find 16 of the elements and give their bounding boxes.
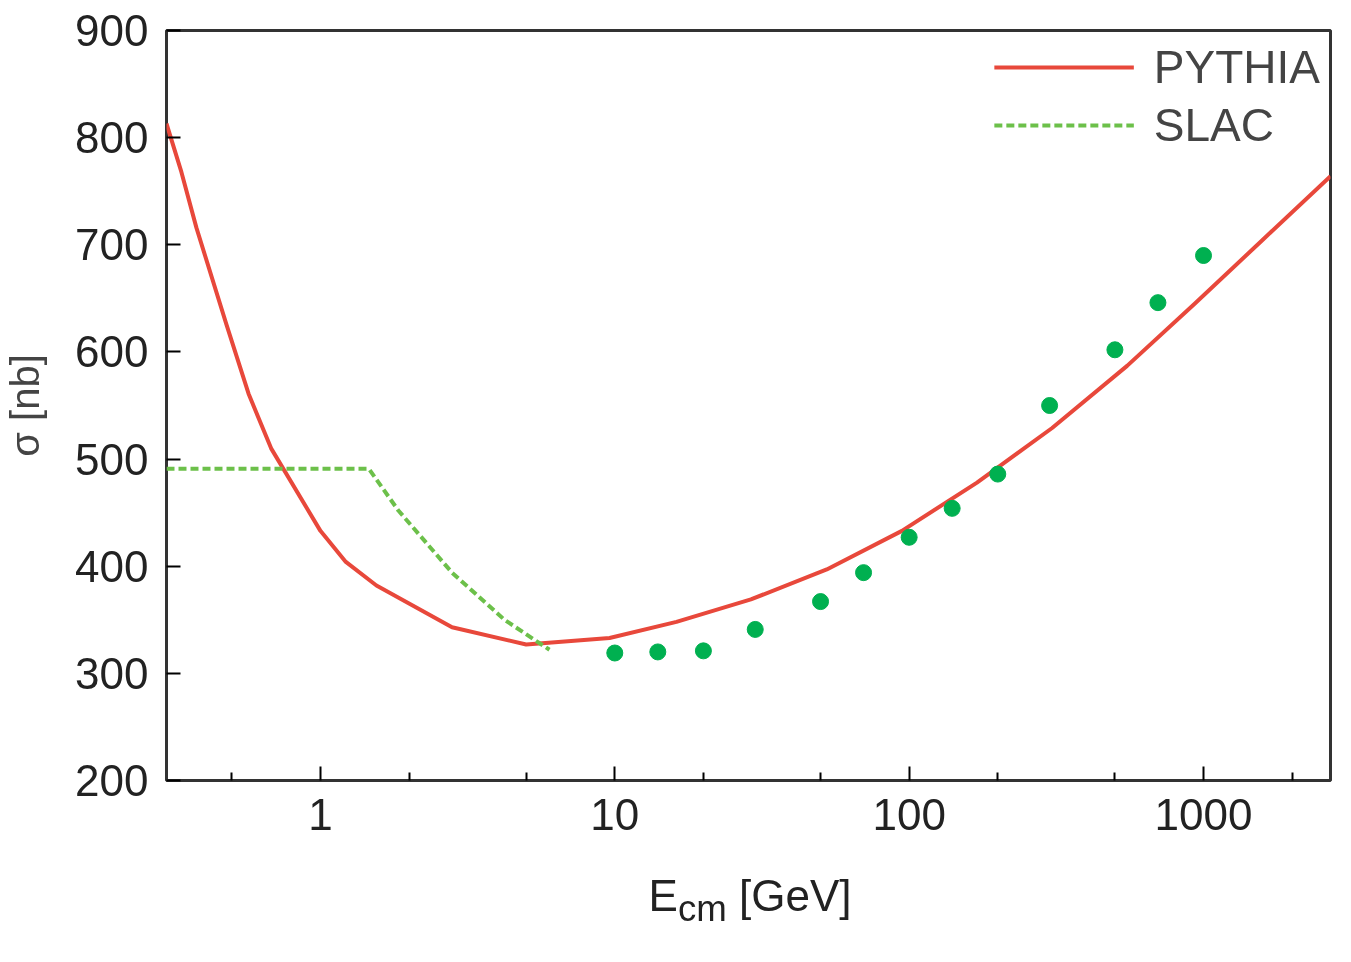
x-tick-label: 1000 (1154, 789, 1253, 839)
y-tick-label: 500 (75, 434, 149, 484)
y-tick-label: 900 (75, 6, 149, 55)
x-axis-title: E$_{cm}$ [GeV] (648, 870, 852, 931)
x-tick-label: 1 (308, 789, 333, 839)
y-tick-label: 600 (75, 327, 149, 377)
y-tick-label: 700 (75, 220, 149, 270)
y-tick-label: 400 (75, 541, 149, 591)
legend-label: PYTHIA (1153, 40, 1320, 94)
x-tick-label: 10 (590, 789, 640, 839)
y-tick-label: 300 (75, 648, 149, 698)
y-tick-label: 800 (75, 113, 149, 163)
legend-label: SLAC (1153, 98, 1275, 152)
x-tick-label: 100 (872, 789, 946, 839)
y-tick-label: 200 (75, 756, 149, 805)
y-axis-title: σ [nb] (3, 354, 48, 457)
